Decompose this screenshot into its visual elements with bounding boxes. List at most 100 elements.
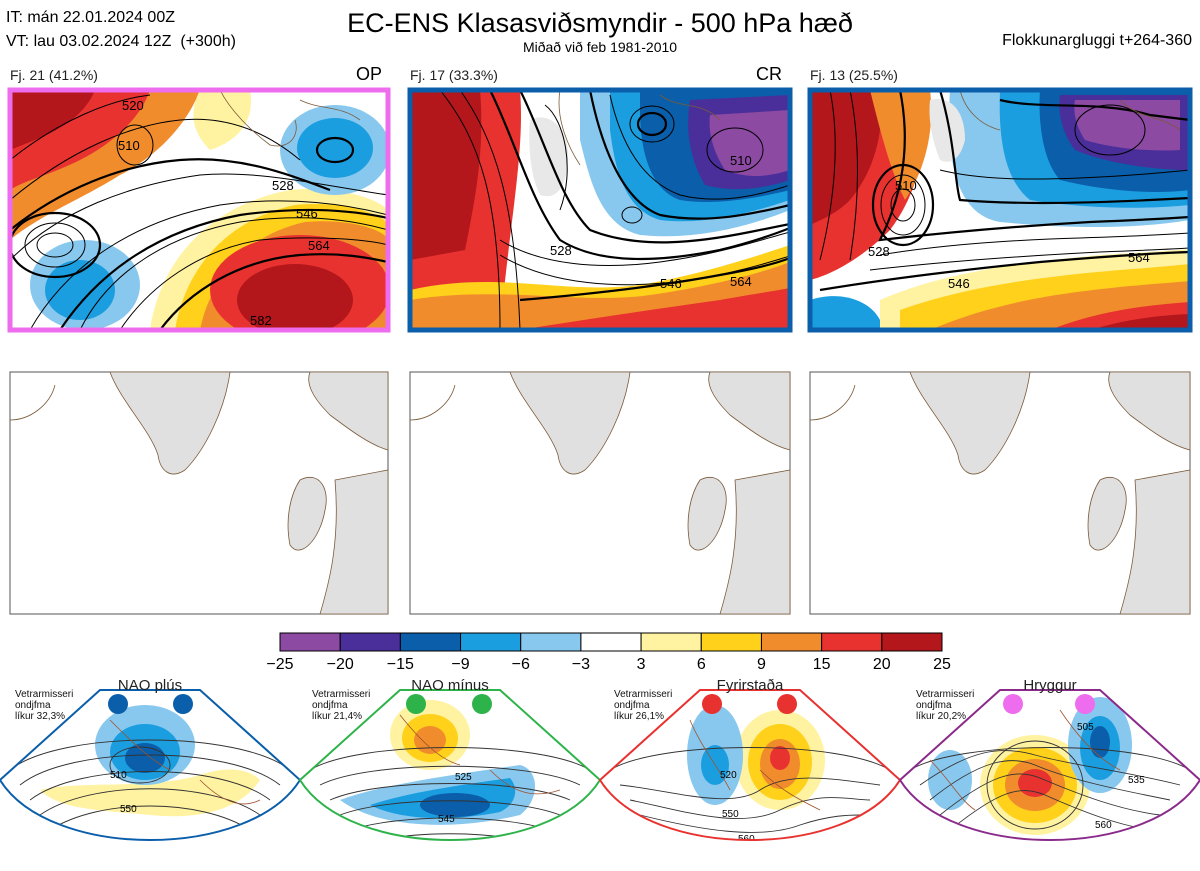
colorbar-tick-label: 9 [757,656,766,673]
colorbar-swatch [700,632,762,652]
regime-3-dot-left [702,694,722,714]
colorbar-tick-label: −3 [571,656,591,673]
regime-2-dot-left [406,694,426,714]
cluster-2-contour-510: 510 [730,153,752,168]
colorbar-tick-label: 20 [872,656,891,673]
cluster-3-contour-510: 510 [895,178,917,193]
regime-2-contour-565: 565 [448,849,465,860]
colorbar-swatch [520,632,582,652]
cluster-1-contour-528: 528 [272,178,294,193]
regime-4-info-line2: ondjfma [916,700,952,711]
regime-3-info-line3: líkur 26,1% [614,711,665,722]
regime-4-frame [898,689,1200,841]
page-subtitle: Miðað við feb 1981-2010 [522,39,678,55]
regime-2-info: Vetrarmisseri ondjfma líkur 21,4% [312,689,370,722]
cluster-1-tag: OP [356,64,383,84]
valid-time: VT: lau 03.02.2024 12Z (+300h) [6,33,236,50]
cluster-2-contour-528: 528 [550,243,572,258]
colorbar-swatch [640,632,702,652]
basemap-1 [9,371,389,615]
regime-1-dot-right [173,694,193,714]
cluster-2-map: 510 528 546 564 [410,90,790,330]
colorbar-swatch [580,632,642,652]
regime-1-dot-left [108,694,128,714]
regime-2-contour-545: 545 [438,814,455,825]
cluster-1-label: Fj. 21 (41.2%) [10,67,98,83]
basemap-2 [409,371,791,615]
cluster-1-contour-510: 510 [118,138,140,153]
colorbar-swatch [760,632,823,652]
classification-window: Flokkunargluggi t+264-360 [1002,32,1192,49]
regime-1-info-line2: ondjfma [15,700,51,711]
colorbar-tick-label: −6 [511,656,530,673]
colorbar-tick-label: 25 [933,656,951,673]
cluster-1-contour-546: 546 [296,206,318,221]
regime-1-info-line1: Vetrarmisseri [15,689,74,700]
page-title: EC-ENS Klasasviðsmyndir - 500 hPa hæð [347,8,853,38]
colorbar-tick-label: 6 [696,656,706,673]
regime-4-contour-535: 535 [1128,775,1145,786]
regime-2-info-line2: ondjfma [312,700,348,711]
cluster-1-contour-520: 520 [122,98,144,113]
cluster-2-frame [407,87,793,333]
regime-3-dot-right [777,694,797,714]
cluster-3-contour-528: 528 [868,244,890,259]
regime-2-contour-525: 525 [455,772,472,783]
regime-3-contour-550: 550 [722,809,739,820]
cluster-1-contour-582: 582 [250,313,272,328]
cluster-3-contour-546: 546 [948,276,970,291]
regime-1-name: NAO plús [117,677,183,694]
basemap-3 [809,371,1191,615]
colorbar [279,632,943,652]
regime-4-dot-left [1003,694,1023,714]
cluster-2-label: Fj. 17 (33.3%) [410,67,498,83]
regime-3-frame [598,689,902,841]
cluster-1-frame [7,87,391,333]
colorbar-swatch [399,632,462,652]
colorbar-tick-label: 15 [812,656,831,673]
cluster-3-label: Fj. 13 (25.5%) [810,67,898,83]
colorbar-swatch [279,632,341,652]
regime-4-name: Hryggur [1023,677,1077,694]
colorbar-swatch [881,632,943,652]
colorbar-tick-label: 3 [636,656,646,673]
colorbar-tick-label: −15 [386,656,414,673]
colorbar-swatch [339,632,401,652]
colorbar-swatch [460,632,522,652]
cluster-3-contour-564: 564 [1128,250,1150,265]
cluster-1-contour-564: 564 [308,238,330,253]
regime-blocking-map: 520 550 560 [600,690,900,845]
header-info: IT: mán 22.01.2024 00Z VT: lau 03.02.2024… [6,6,236,54]
regime-3-info-line2: ondjfma [614,700,650,711]
regime-4-info: Vetrarmisseri ondjfma líkur 20,2% [916,689,974,722]
regime-3-contour-560: 560 [738,834,755,845]
regime-4-info-line3: líkur 20,2% [916,711,967,722]
cluster-3-frame [807,87,1193,333]
cluster-2-contour-564: 564 [730,274,752,289]
regime-2-frame [298,689,602,841]
cluster-2-tag: CR [756,64,782,84]
regime-3-contour-520: 520 [720,770,737,781]
cluster-2-contour-546: 546 [660,276,682,291]
regime-3-name: Fyrirstaða [716,677,784,694]
cluster-1-map: 510 520 528 546 564 582 [10,90,388,330]
regime-4-contour-560: 560 [1095,820,1112,831]
regime-1-info-line3: líkur 32,3% [15,711,66,722]
regime-1-info: Vetrarmisseri ondjfma líkur 32,3% [15,689,73,722]
regime-1-contour-550: 550 [120,804,137,815]
cluster-3-map: 510 528 546 564 [810,90,1190,330]
colorbar-tick-label: −20 [326,656,354,673]
regime-2-info-line1: Vetrarmisseri [312,689,371,700]
regime-2-dot-right [472,694,492,714]
regime-4-contour-505: 505 [1077,722,1094,733]
regime-4-dot-right [1075,694,1095,714]
regime-2-info-line3: líkur 21,4% [312,711,363,722]
regime-4-info-line1: Vetrarmisseri [916,689,975,700]
colorbar-swatch [821,632,883,652]
regime-3-info: Vetrarmisseri ondjfma líkur 26,1% [614,689,672,722]
regime-1-contour-510: 510 [110,770,127,781]
colorbar-tick-label: −25 [266,656,294,673]
init-time: IT: mán 22.01.2024 00Z [6,9,175,26]
regime-1-frame [0,689,302,841]
